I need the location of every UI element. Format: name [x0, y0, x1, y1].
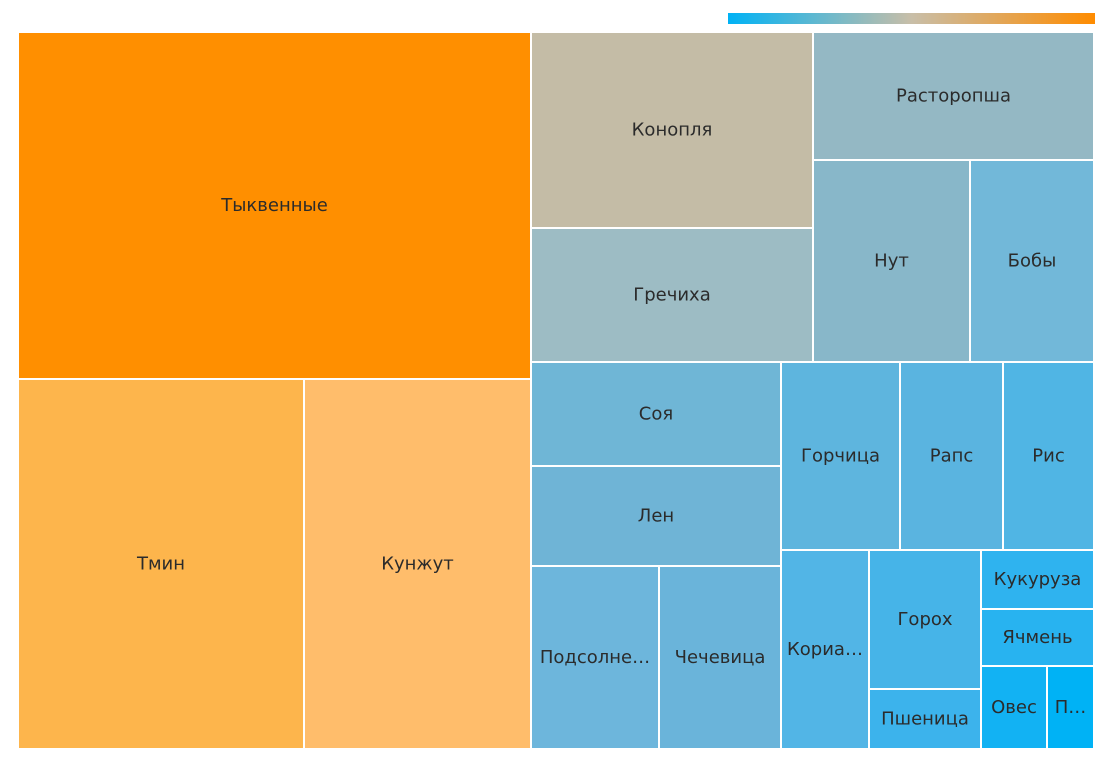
tile-18-label: Кукуруза — [994, 569, 1082, 590]
tile-13-label: Рапс — [930, 446, 974, 467]
tile-7-label: Бобы — [1008, 251, 1057, 272]
tile-1-label: Тмин — [136, 554, 185, 575]
tile-5-label: Расторопша — [896, 86, 1011, 107]
tile-7[interactable]: Бобы — [969, 159, 1095, 363]
tile-9-label: Лен — [638, 506, 674, 527]
tile-16[interactable]: Горох — [868, 549, 982, 690]
tile-5-rect[interactable] — [812, 31, 1095, 161]
tile-17-rect[interactable] — [868, 688, 982, 750]
tile-2-rect[interactable] — [303, 378, 532, 750]
tile-0-rect[interactable] — [17, 31, 532, 380]
tile-6-label: Нут — [874, 251, 909, 272]
tile-11-label: Чечевица — [675, 647, 766, 668]
tile-16-rect[interactable] — [868, 549, 982, 690]
tile-4-label: Гречиха — [633, 285, 711, 306]
tile-19-rect[interactable] — [980, 608, 1095, 667]
tile-20-rect[interactable] — [980, 665, 1048, 750]
tile-15-rect[interactable] — [780, 549, 870, 750]
tile-19-label: Ячмень — [1002, 627, 1072, 648]
tile-11[interactable]: Чечевица — [658, 565, 782, 750]
tile-12[interactable]: Горчица — [780, 361, 901, 551]
tile-1-rect[interactable] — [17, 378, 305, 750]
tile-16-label: Горох — [897, 609, 952, 630]
tile-10[interactable]: Подсолне… — [530, 565, 660, 750]
tile-17[interactable]: Пшеница — [868, 688, 982, 750]
tile-20-label: Овес — [991, 697, 1037, 718]
tile-5[interactable]: Расторопша — [812, 31, 1095, 161]
tile-10-label: Подсолне… — [540, 647, 650, 668]
tile-12-rect[interactable] — [780, 361, 901, 551]
tile-8-label: Соя — [639, 404, 673, 425]
tile-18-rect[interactable] — [980, 549, 1095, 610]
tile-2-label: Кунжут — [381, 554, 454, 575]
tile-0[interactable]: Тыквенные — [17, 31, 532, 380]
tile-4[interactable]: Гречиха — [530, 227, 814, 363]
tile-21-rect[interactable] — [1046, 665, 1095, 750]
tile-3[interactable]: Конопля — [530, 31, 814, 229]
tile-21[interactable]: П… — [1046, 665, 1095, 750]
tile-15[interactable]: Кориа… — [780, 549, 870, 750]
tile-14[interactable]: Рис — [1002, 361, 1095, 551]
tile-18[interactable]: Кукуруза — [980, 549, 1095, 610]
colorbar — [728, 13, 1095, 24]
tile-6[interactable]: Нут — [812, 159, 971, 363]
tile-12-label: Горчица — [801, 446, 880, 467]
treemap-tiles: Тыквенные Тмин Кунжут Конопля Гречиха Расторо… — [17, 31, 1095, 750]
tile-20[interactable]: Овес — [980, 665, 1048, 750]
tile-13-rect[interactable] — [899, 361, 1004, 551]
tile-15-label: Кориа… — [787, 639, 863, 660]
tile-2[interactable]: Кунжут — [303, 378, 532, 750]
tile-9-rect[interactable] — [530, 465, 782, 567]
tile-14-label: Рис — [1032, 446, 1064, 467]
tile-3-label: Конопля — [632, 120, 713, 141]
tile-21-label: П… — [1055, 697, 1087, 718]
tile-7-rect[interactable] — [969, 159, 1095, 363]
tile-1[interactable]: Тмин — [17, 378, 305, 750]
tile-9[interactable]: Лен — [530, 465, 782, 567]
tile-13[interactable]: Рапс — [899, 361, 1004, 551]
tile-4-rect[interactable] — [530, 227, 814, 363]
tile-3-rect[interactable] — [530, 31, 814, 229]
tile-11-rect[interactable] — [658, 565, 782, 750]
tile-19[interactable]: Ячмень — [980, 608, 1095, 667]
tile-8[interactable]: Соя — [530, 361, 782, 467]
tile-0-label: Тыквенные — [220, 195, 328, 216]
tile-17-label: Пшеница — [881, 709, 969, 730]
